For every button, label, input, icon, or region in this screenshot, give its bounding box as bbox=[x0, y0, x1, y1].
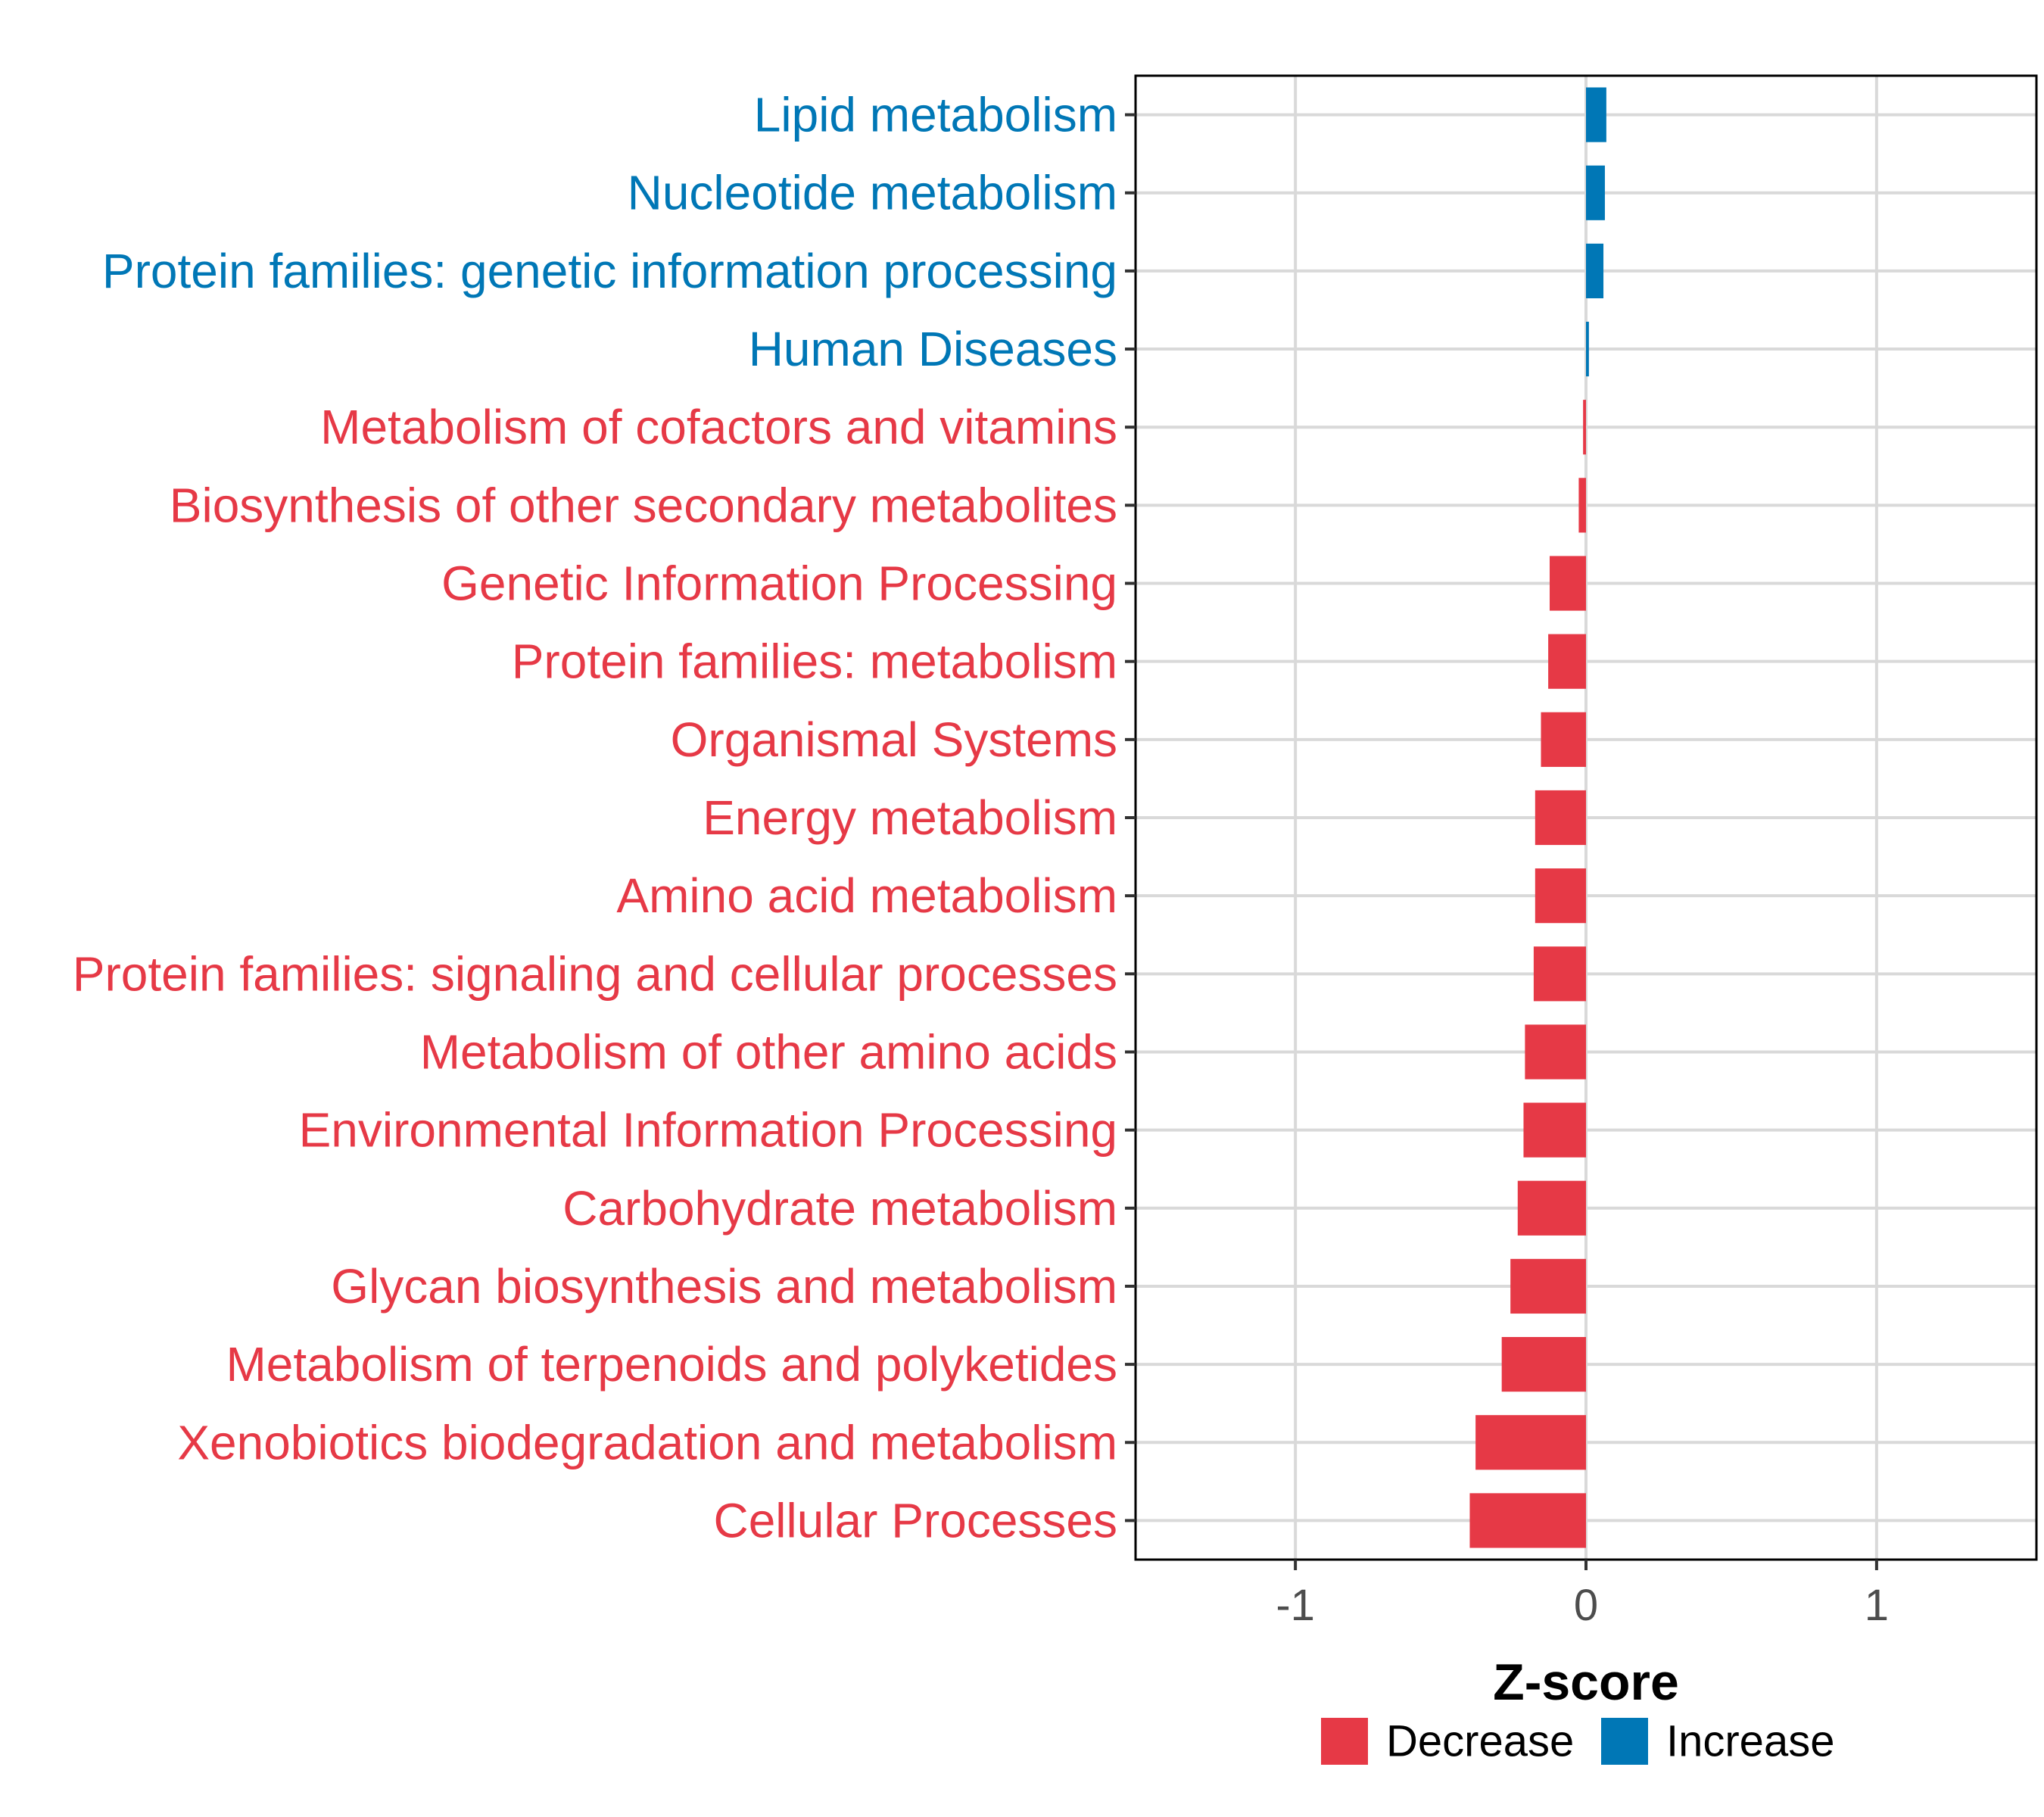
y-tick-label: Cellular Processes bbox=[713, 1493, 1117, 1547]
y-tick-label: Metabolism of terpenoids and polyketides bbox=[226, 1337, 1117, 1392]
bar bbox=[1548, 634, 1586, 689]
y-tick-label: Organismal Systems bbox=[671, 712, 1117, 767]
bar bbox=[1541, 712, 1586, 767]
y-tick-label: Lipid metabolism bbox=[754, 88, 1117, 142]
y-tick-label: Protein families: metabolism bbox=[512, 634, 1117, 689]
bar bbox=[1535, 868, 1586, 924]
y-tick-label: Nucleotide metabolism bbox=[628, 166, 1117, 220]
legend-swatch-increase bbox=[1601, 1718, 1648, 1765]
y-tick-label: Genetic Information Processing bbox=[441, 556, 1117, 611]
legend-label-decrease: Decrease bbox=[1386, 1717, 1574, 1766]
bar bbox=[1550, 556, 1586, 611]
x-tick-label: 0 bbox=[1574, 1581, 1598, 1630]
y-tick-label: Environmental Information Processing bbox=[299, 1103, 1117, 1158]
bar bbox=[1501, 1337, 1586, 1392]
bar bbox=[1583, 400, 1586, 455]
y-axis: Lipid metabolism Nucleotide metabolism Pro… bbox=[73, 88, 1136, 1547]
x-tick-label: -1 bbox=[1276, 1581, 1315, 1630]
bar bbox=[1525, 1024, 1586, 1080]
bar bbox=[1578, 478, 1586, 533]
bar bbox=[1475, 1415, 1586, 1470]
y-tick-label: Protein families: signaling and cellular… bbox=[73, 946, 1117, 1001]
y-tick-label: Metabolism of other amino acids bbox=[420, 1024, 1117, 1079]
x-axis-title: Z-score bbox=[1493, 1653, 1679, 1711]
bar bbox=[1469, 1493, 1586, 1548]
y-tick-label: Carbohydrate metabolism bbox=[562, 1181, 1117, 1236]
x-tick-label: 1 bbox=[1865, 1581, 1889, 1630]
bar-layer bbox=[1469, 87, 1606, 1548]
y-tick-label: Glycan biosynthesis and metabolism bbox=[331, 1259, 1117, 1314]
bar bbox=[1533, 946, 1586, 1002]
bar bbox=[1523, 1102, 1586, 1158]
legend: Decrease Increase bbox=[1321, 1717, 1834, 1766]
y-tick-label: Metabolism of cofactors and vitamins bbox=[320, 400, 1117, 454]
x-axis: -1 0 1 bbox=[1276, 1560, 1889, 1630]
y-tick-label: Xenobiotics biodegradation and metabolis… bbox=[177, 1415, 1117, 1469]
bar bbox=[1586, 87, 1606, 142]
bar bbox=[1586, 243, 1604, 298]
y-tick-label: Protein families: genetic information pr… bbox=[102, 244, 1117, 298]
y-tick-label: Amino acid metabolism bbox=[616, 868, 1117, 923]
bar bbox=[1517, 1180, 1586, 1236]
legend-swatch-decrease bbox=[1321, 1718, 1368, 1765]
bar bbox=[1510, 1258, 1586, 1314]
y-tick-label: Human Diseases bbox=[749, 322, 1117, 376]
legend-label-increase: Increase bbox=[1666, 1717, 1834, 1766]
bar bbox=[1586, 321, 1589, 377]
bar bbox=[1586, 165, 1605, 220]
bar bbox=[1535, 790, 1586, 846]
y-tick-label: Energy metabolism bbox=[703, 790, 1117, 845]
y-tick-label: Biosynthesis of other secondary metaboli… bbox=[170, 478, 1117, 532]
